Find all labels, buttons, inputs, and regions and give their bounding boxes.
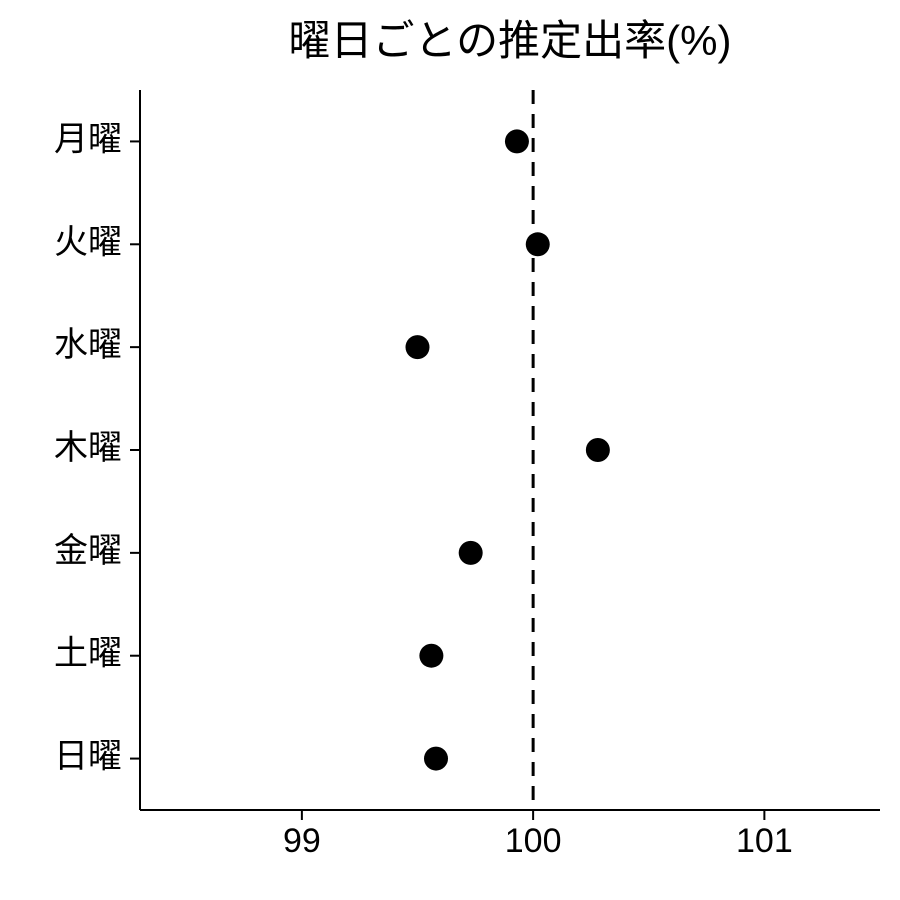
y-tick-label: 金曜 [54, 532, 122, 570]
data-point [419, 644, 443, 668]
chart-title: 曜日ごとの推定出率(%) [289, 17, 732, 64]
dot-plot: 曜日ごとの推定出率(%) 月曜火曜水曜木曜金曜土曜日曜 99 100 101 [0, 0, 900, 900]
y-tick-label: 水曜 [54, 326, 122, 364]
y-tick-label: 月曜 [54, 120, 122, 158]
data-point [505, 129, 529, 153]
y-tick-label: 土曜 [54, 635, 122, 673]
x-tick-label: 99 [283, 822, 321, 860]
data-point [526, 232, 550, 256]
data-point [406, 335, 430, 359]
y-tick-label: 日曜 [54, 738, 122, 776]
x-tick-label: 100 [505, 822, 562, 860]
data-point [586, 438, 610, 462]
data-point [459, 541, 483, 565]
chart-container: 曜日ごとの推定出率(%) 月曜火曜水曜木曜金曜土曜日曜 99 100 101 [0, 0, 900, 900]
y-tick-label: 木曜 [54, 429, 122, 467]
data-point [424, 747, 448, 771]
x-tick-label: 101 [736, 822, 793, 860]
y-tick-label: 火曜 [54, 223, 122, 261]
